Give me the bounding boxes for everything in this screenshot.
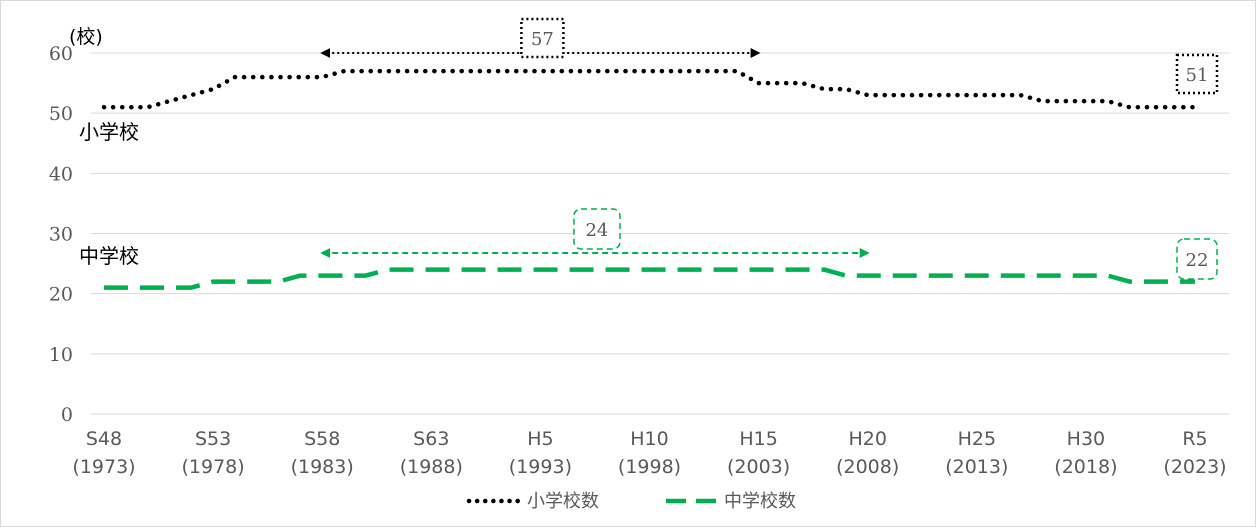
x-tick-label-year: (2008) [836, 456, 899, 478]
x-tick-label: H15 [739, 428, 777, 450]
legend-label: 小学校数 [527, 491, 599, 512]
annotations: 57 51 24 22 [320, 17, 1219, 280]
callout-value: 24 [585, 220, 608, 241]
series-inline-label: 中学校 [79, 244, 139, 268]
y-unit-label: (校) [69, 26, 103, 48]
x-tick-label: S48 [86, 428, 122, 450]
callout-box [1176, 238, 1218, 280]
x-tick-label: H20 [848, 428, 886, 450]
x-tick-label: S53 [195, 428, 231, 450]
callout-value: 57 [531, 29, 554, 50]
x-tick-label-year: (2003) [727, 456, 790, 478]
x-tick-label: H25 [958, 428, 996, 450]
x-tick-label-year: (1973) [72, 456, 135, 478]
x-tick-label: S63 [413, 428, 449, 450]
x-tick-label-year: (1988) [400, 456, 463, 478]
callout-box [1175, 53, 1219, 95]
x-tick-label-year: (1998) [618, 456, 681, 478]
x-tick-label: S58 [304, 428, 340, 450]
callout-value: 51 [1186, 65, 1209, 86]
callout-value: 22 [1186, 250, 1209, 271]
y-axis-ticks: 0 10 20 30 40 50 60 [49, 43, 73, 426]
y-tick-label: 20 [49, 284, 73, 306]
y-tick-label: 50 [49, 103, 73, 125]
y-tick-label: 40 [49, 163, 73, 185]
y-tick-label: 30 [49, 224, 73, 246]
x-tick-label: R5 [1182, 428, 1207, 450]
y-tick-label: 10 [49, 344, 73, 366]
legend: 小学校数 中学校数 [466, 491, 796, 512]
x-tick-label-year: (1978) [182, 456, 245, 478]
x-tick-label: H5 [527, 428, 553, 450]
series-line-elementary [101, 68, 1198, 110]
y-tick-label: 60 [49, 43, 73, 65]
legend-label: 中学校数 [724, 491, 796, 512]
x-tick-label-year: (2013) [945, 456, 1008, 478]
callout-box [573, 208, 621, 250]
x-tick-label-year: (2023) [1163, 456, 1226, 478]
x-tick-label: H30 [1067, 428, 1105, 450]
x-tick-label-year: (1983) [291, 456, 354, 478]
x-axis-ticks: S48 (1973) S53 (1978) S58 (1983) S63 (1988) H5 (1… [72, 428, 1226, 478]
x-tick-label: H10 [630, 428, 668, 450]
x-tick-label-year: (1993) [509, 456, 572, 478]
series-inline-label: 小学校 [79, 120, 139, 144]
y-tick-label: 0 [61, 404, 73, 426]
x-tick-label-year: (2018) [1054, 456, 1117, 478]
gridlines [91, 52, 1229, 415]
callout-box [520, 17, 565, 59]
series-line-junior-high [104, 267, 1195, 290]
